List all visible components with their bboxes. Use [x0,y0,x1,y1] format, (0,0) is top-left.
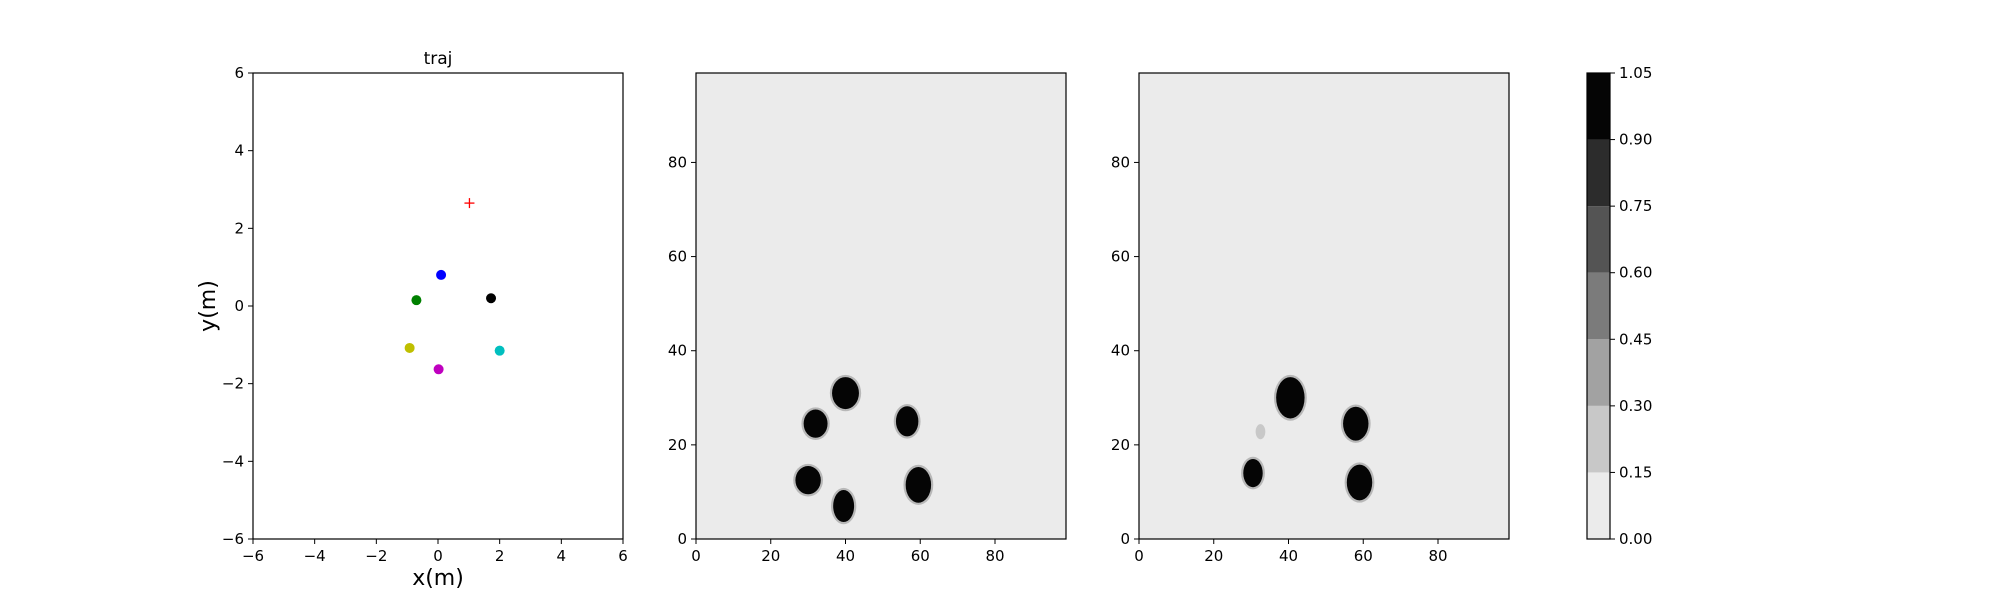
heatmap-blob [832,377,859,410]
y-axis-label: y(m) [196,280,221,332]
x-tick-label: 40 [1279,547,1298,565]
heatmap-blob [833,490,855,523]
colorbar-band [1587,206,1610,273]
colorbar-ticks: 0.00 0.15 0.30 0.45 0.60 0.75 0.90 1.05 [1610,64,1652,548]
colorbar-tick-label: 0.00 [1619,530,1652,548]
heatmap-2-axes-frame [1138,72,1510,540]
y-tick-label: 0 [677,530,687,548]
y-tick-label: 0 [234,297,244,315]
x-tick-label: 60 [911,547,930,565]
colorbar-band [1587,405,1610,473]
colorbar-tick-label: 0.75 [1619,197,1652,215]
panel-title: traj [424,49,453,69]
y-tick-label: 80 [668,153,687,171]
heatmap-panel-2: 0 20 40 60 80 0 20 40 60 80 [1111,72,1510,565]
y-tick-label: 6 [234,64,244,82]
colorbar-tick-label: 0.45 [1619,330,1652,348]
y-tick-label: 4 [234,142,244,160]
trajectory-point [411,295,422,306]
heatmap-blob [1243,458,1263,488]
heatmap-blob [905,466,932,503]
heatmap-blob [1346,464,1373,501]
heatmap-1-blobs [793,374,934,525]
y-tick-label: −6 [222,530,244,548]
trajectory-point [433,364,444,375]
heatmap-panel-1: 0 20 40 60 80 0 20 40 60 80 [668,72,1067,565]
x-tick-label: 20 [761,547,780,565]
y-tick-label: 2 [234,219,244,237]
heatmap-2-background [1139,73,1509,539]
trajectory-point [494,345,505,356]
x-tick-label: 6 [618,547,628,565]
heatmap-2-ticks: 0 20 40 60 80 0 20 40 60 80 [1111,153,1448,565]
x-tick-label: 40 [836,547,855,565]
colorbar-tick-label: 0.30 [1619,397,1652,415]
y-tick-label: 20 [668,436,687,454]
x-tick-label: −6 [242,547,264,565]
x-tick-label: 0 [691,547,701,565]
heatmap-1-ticks: 0 20 40 60 80 0 20 40 60 80 [668,153,1005,565]
y-tick-label: 40 [668,342,687,360]
x-axis-label: x(m) [412,566,464,591]
colorbar-band [1587,139,1610,207]
colorbar-band [1587,73,1610,140]
y-tick-label: −4 [222,452,244,470]
colorbar-band [1587,339,1610,406]
y-tick-label: 60 [1111,248,1130,266]
x-tick-label: −4 [304,547,326,565]
colorbar-frame [1586,72,1611,540]
heatmap-blob [1343,406,1369,441]
y-tick-label: −2 [222,375,244,393]
trajectory-point [436,269,447,280]
x-tick-label: 0 [433,547,443,565]
traj-panel: traj −6 −4 −2 0 2 4 6 −6 −4 −2 0 2 4 6 x(m) y(m) [196,49,628,591]
heatmap-1-background [696,73,1066,539]
heatmap-2-blobs [1241,374,1375,503]
y-tick-label: 80 [1111,153,1130,171]
x-tick-label: 4 [557,547,567,565]
x-tick-label: 0 [1134,547,1144,565]
trajectory-point [404,342,415,353]
traj-ticks: −6 −4 −2 0 2 4 6 −6 −4 −2 0 2 4 6 [222,64,628,565]
traj-axes-frame [252,72,624,540]
x-tick-label: 2 [495,547,505,565]
colorbar: 0.00 0.15 0.30 0.45 0.60 0.75 0.90 1.05 [1586,64,1652,548]
colorbar-tick-label: 1.05 [1619,64,1652,82]
x-tick-label: 80 [1428,547,1447,565]
colorbar-band [1587,472,1610,539]
trajectory-point [486,293,497,304]
colorbar-bands [1587,73,1610,539]
y-tick-label: 60 [668,248,687,266]
heatmap-blob [1276,377,1305,419]
heatmap-1-axes-frame [695,72,1067,540]
heatmap-blob [1255,424,1266,440]
y-tick-label: 0 [1120,530,1130,548]
traj-marks [404,198,505,375]
y-tick-label: 40 [1111,342,1130,360]
heatmap-blob [803,409,828,438]
colorbar-band [1587,272,1610,340]
heatmap-blob [895,406,919,437]
x-tick-label: 80 [985,547,1004,565]
x-tick-label: 60 [1354,547,1373,565]
y-tick-label: 20 [1111,436,1130,454]
heatmap-blob [795,466,821,495]
colorbar-tick-label: 0.60 [1619,264,1652,282]
colorbar-tick-label: 0.90 [1619,131,1652,149]
colorbar-tick-label: 0.15 [1619,463,1652,481]
x-tick-label: 20 [1204,547,1223,565]
x-tick-label: −2 [365,547,387,565]
